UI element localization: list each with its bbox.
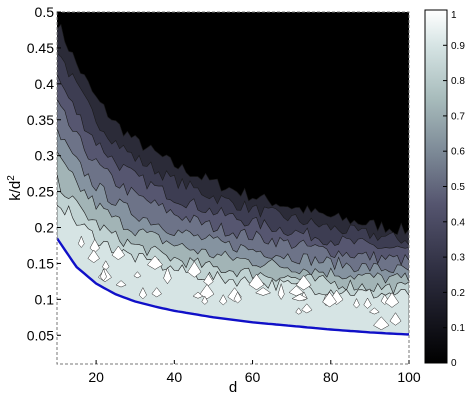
contour-island xyxy=(151,287,162,298)
colorbar-tick-label: 0.3 xyxy=(451,253,465,264)
y-tick-label: 0.35 xyxy=(27,112,54,128)
y-tick-label: 0.5 xyxy=(35,4,55,20)
contour-island xyxy=(255,287,272,296)
colorbar-tick-label: 0.4 xyxy=(451,217,465,228)
contour-island xyxy=(322,291,337,308)
colorbar-tick-label: 0 xyxy=(451,358,457,369)
y-axis-label: k/d2 xyxy=(6,175,24,201)
colorbar-tick-label: 0.6 xyxy=(451,147,465,158)
contour-island xyxy=(203,273,214,286)
contour-island xyxy=(389,312,402,326)
contour-island xyxy=(133,271,142,279)
y-tick-label: 0.05 xyxy=(27,327,54,343)
x-axis-label: d xyxy=(229,379,237,396)
contour-island xyxy=(363,297,372,309)
y-tick-label: 0.25 xyxy=(27,184,54,200)
colorbar-tick-label: 0.1 xyxy=(451,323,465,334)
y-axis: 0.05 0.1 0.15 0.2 0.25 0.3 0.35 0.4 0.45 0.5 xyxy=(27,4,61,343)
colorbar-tick-label: 0.8 xyxy=(451,76,465,87)
contour-island xyxy=(233,291,242,304)
contour-island xyxy=(368,307,380,315)
plot-frame xyxy=(56,11,410,365)
y-tick-label: 0.1 xyxy=(35,291,55,307)
contour-island xyxy=(288,285,304,297)
contour-island xyxy=(277,282,285,301)
colorbar-tick-label: 0.2 xyxy=(451,288,465,299)
x-tick-label: 20 xyxy=(88,369,104,385)
y-tick-label: 0.4 xyxy=(35,76,55,92)
contour-island xyxy=(295,307,303,315)
contour-island xyxy=(146,255,163,270)
contour-island xyxy=(111,245,126,260)
x-tick-label: 60 xyxy=(245,369,261,385)
y-axis-label-base: k/d xyxy=(7,181,24,201)
contour-island xyxy=(295,274,312,291)
colorbar-tick-label: 0.9 xyxy=(451,41,465,52)
success-region xyxy=(57,238,409,364)
y-tick-label: 0.2 xyxy=(35,220,55,236)
colorbar: 0 0.1 0.2 0.3 0.4 0.5 0.6 0.7 0.8 0.9 1 xyxy=(424,9,465,369)
contour-island xyxy=(248,273,265,291)
contour-island xyxy=(87,249,100,263)
x-axis: 20 40 60 80 100 xyxy=(88,360,421,385)
contour-island xyxy=(138,286,147,300)
contour-island xyxy=(115,280,127,288)
contour-island xyxy=(291,293,309,302)
contour-island xyxy=(384,292,400,308)
colorbar-ticks: 0 0.1 0.2 0.3 0.4 0.5 0.6 0.7 0.8 0.9 1 xyxy=(443,9,465,369)
contour-island xyxy=(373,316,390,331)
x-tick-label: 80 xyxy=(323,369,339,385)
y-axis-label-exponent: 2 xyxy=(6,175,17,181)
contour-island xyxy=(187,260,202,278)
y-tick-label: 0.45 xyxy=(27,40,54,56)
x-tick-label: 100 xyxy=(397,369,421,385)
contour-island xyxy=(100,268,107,282)
contour-island xyxy=(353,297,360,309)
contour-island xyxy=(301,303,313,314)
boundary-curve xyxy=(57,237,409,336)
colorbar-tick-label: 0.5 xyxy=(451,182,465,193)
contour-island xyxy=(78,235,85,248)
contour-island xyxy=(219,294,228,306)
x-tick-label: 40 xyxy=(167,369,183,385)
contour-island xyxy=(201,295,209,305)
y-tick-label: 0.3 xyxy=(35,148,55,164)
plot-area xyxy=(57,12,409,364)
contour-island xyxy=(163,266,172,285)
y-tick-label: 0.15 xyxy=(27,255,54,271)
colorbar-tick-label: 1 xyxy=(451,10,457,21)
colorbar-tick-label: 0.7 xyxy=(451,111,465,122)
